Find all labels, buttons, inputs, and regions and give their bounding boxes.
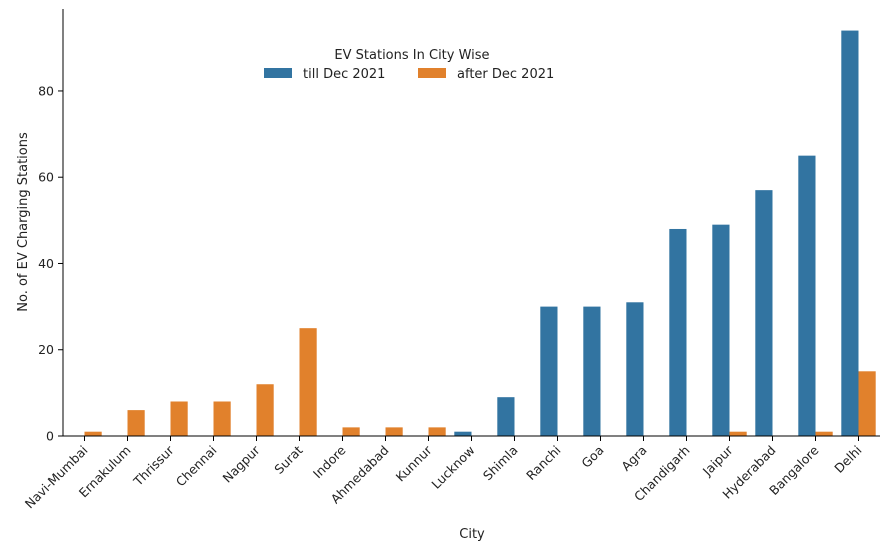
x-tick-label: Lucknow xyxy=(428,443,477,492)
y-axis-ticks: 0 20 40 60 80 xyxy=(38,83,63,444)
legend-label-after-dec-2021: after Dec 2021 xyxy=(457,67,554,82)
bar-till-jaipur xyxy=(712,224,730,436)
bar-after-ahmedabad xyxy=(385,427,403,436)
bar-after-thrissur xyxy=(170,401,188,436)
bar-after-navi-mumbai xyxy=(84,431,102,436)
y-tick-label: 60 xyxy=(38,170,54,185)
bar-after-surat xyxy=(299,328,317,436)
bar-till-hyderabad xyxy=(755,190,773,436)
y-tick-label: 80 xyxy=(38,83,54,98)
x-tick-label: Delhi xyxy=(831,443,864,476)
legend-swatch-after-dec-2021 xyxy=(418,68,446,78)
plot-area: 0 20 40 60 80 Navi-MumbaiErnakulumThrissurCh… xyxy=(22,9,880,511)
y-tick-label: 40 xyxy=(38,256,54,271)
legend-title: EV Stations In City Wise xyxy=(334,48,489,63)
x-tick-label: Nagpur xyxy=(220,442,264,486)
bar-after-chennai xyxy=(213,401,231,436)
x-tick-label: Kunnur xyxy=(393,442,436,485)
y-tick-label: 0 xyxy=(46,429,54,444)
bars-group xyxy=(84,30,876,436)
x-tick-label: Chennai xyxy=(173,443,220,490)
x-tick-label: Jaipur xyxy=(699,442,736,479)
bar-till-lucknow xyxy=(454,431,472,436)
legend-label-till-dec-2021: till Dec 2021 xyxy=(303,67,385,82)
bar-after-indore xyxy=(342,427,360,436)
x-tick-label: Shimla xyxy=(480,443,521,484)
x-tick-label: Goa xyxy=(578,443,606,471)
legend-swatch-till-dec-2021 xyxy=(264,68,292,78)
legend: EV Stations In City Wise till Dec 2021 a… xyxy=(264,48,554,82)
bar-till-agra xyxy=(626,302,644,436)
bar-till-ranchi xyxy=(540,306,558,436)
y-axis-label: No. of EV Charging Stations xyxy=(16,132,31,312)
bar-till-shimla xyxy=(497,397,515,436)
x-axis-label: City xyxy=(459,527,485,542)
bar-till-chandigarh xyxy=(669,228,687,436)
bar-after-kunnur xyxy=(428,427,446,436)
x-tick-label: Indore xyxy=(310,442,349,481)
bar-after-nagpur xyxy=(256,384,274,436)
bar-after-ernakulum xyxy=(127,410,145,436)
x-tick-label: Ranchi xyxy=(523,443,563,483)
x-tick-label: Surat xyxy=(271,442,305,476)
bar-till-delhi xyxy=(841,30,859,436)
x-tick-label: Thrissur xyxy=(130,442,177,489)
bar-till-goa xyxy=(583,306,601,436)
bar-after-jaipur xyxy=(729,431,747,436)
bar-till-bangalore xyxy=(798,155,816,436)
x-tick-label: Agra xyxy=(618,443,649,474)
y-tick-label: 20 xyxy=(38,342,54,357)
x-tick-label: Navi-Mumbai xyxy=(22,443,91,512)
bar-after-delhi xyxy=(858,371,876,436)
bar-after-bangalore xyxy=(815,431,833,436)
